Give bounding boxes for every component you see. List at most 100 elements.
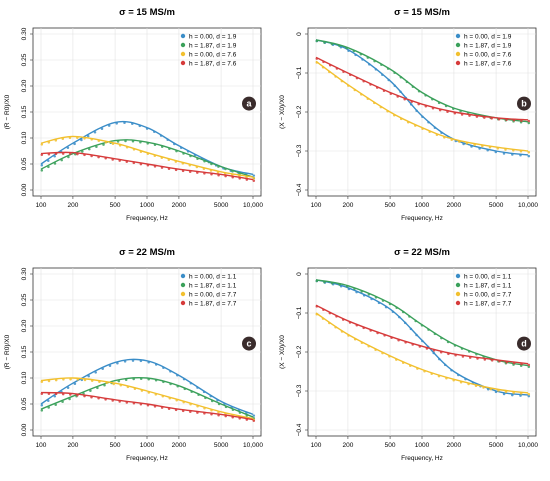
series-point [93, 131, 97, 134]
series-point [104, 398, 107, 401]
series-point [210, 162, 213, 166]
series-point [527, 394, 531, 398]
x-tick-label: 100 [36, 202, 47, 209]
series-point [97, 139, 101, 142]
series-point [404, 341, 407, 344]
legend-marker [455, 282, 461, 288]
series-point [527, 150, 531, 154]
series-point [182, 152, 185, 155]
series-point [362, 80, 365, 83]
y-tick-label: 0 [296, 32, 303, 36]
series-point [381, 351, 384, 355]
series-point [147, 360, 150, 364]
series-point [210, 408, 213, 412]
series-point [411, 85, 415, 88]
series-point [315, 305, 319, 308]
series-point [86, 134, 90, 138]
series-point [373, 101, 376, 105]
series-point [401, 310, 405, 314]
legend-marker [180, 42, 186, 48]
series-point [40, 392, 44, 396]
series-point [252, 176, 256, 180]
x-tick-label: 1000 [415, 442, 430, 449]
series-point [131, 140, 135, 143]
series-point [502, 392, 506, 396]
series-point [68, 397, 71, 401]
series-point [388, 355, 391, 358]
y-axis-label: (X − X0)/X0 [279, 95, 286, 129]
series-point [125, 401, 129, 404]
series-point [417, 90, 421, 93]
series-point [369, 329, 372, 332]
series-point [433, 126, 437, 129]
series-point [432, 349, 436, 352]
series-point [475, 115, 479, 118]
series-point [519, 392, 523, 395]
series-point [159, 134, 163, 137]
legend-label: h = 0.00, d = 7.6 [464, 51, 512, 58]
series-point [160, 145, 164, 148]
panel-badge [517, 336, 531, 351]
series-point [399, 75, 403, 79]
series-point [347, 84, 350, 87]
series-point [494, 390, 498, 394]
series-point [111, 158, 114, 161]
series-point [104, 157, 107, 160]
series-point [189, 382, 193, 385]
series-point [252, 414, 256, 417]
series-point [388, 302, 392, 306]
series-point [367, 293, 371, 296]
series-point [101, 367, 104, 371]
series-point [421, 127, 424, 130]
series-point [181, 409, 185, 413]
series-point [224, 414, 227, 418]
series-point [381, 299, 385, 302]
series-point [415, 109, 418, 112]
series-point [126, 385, 130, 389]
series-point [40, 153, 44, 157]
series-point [168, 396, 172, 400]
series-point [245, 414, 249, 417]
series-point [132, 148, 136, 151]
series-point [47, 159, 50, 163]
series-point [486, 149, 489, 152]
series-point [112, 382, 115, 386]
series-point [238, 411, 242, 414]
series-point [47, 406, 50, 409]
series-point [231, 415, 234, 419]
series-point [125, 146, 129, 149]
panel-d: σ = 22 MS/m 100 200 500 1000 2000 5000 10,000 0 −… [279, 247, 538, 462]
y-tick-label: 0.10 [21, 371, 28, 384]
series-point [53, 162, 57, 165]
legend-marker [180, 282, 186, 288]
series-point [440, 131, 443, 134]
legend-marker [455, 60, 461, 66]
series-point [132, 377, 135, 381]
x-tick-label: 2000 [172, 442, 187, 449]
series-point [245, 418, 249, 421]
series-point [437, 101, 441, 105]
series-point [504, 390, 508, 393]
series-point [527, 119, 531, 123]
series-point [361, 58, 364, 61]
series-point [397, 338, 400, 342]
series-point [154, 363, 158, 366]
series-point [489, 387, 493, 391]
series-point [162, 380, 165, 384]
series-point [231, 170, 234, 173]
series-point [348, 321, 352, 324]
series-point [145, 127, 149, 130]
series-point [424, 94, 427, 97]
y-tick-label: 0.00 [21, 423, 28, 436]
series-point [464, 377, 467, 381]
series-point [482, 386, 485, 389]
series-point [439, 351, 443, 354]
series-point [209, 169, 213, 172]
series-point [386, 67, 390, 70]
y-tick-label: 0.30 [21, 267, 28, 280]
series-point [511, 393, 514, 397]
series-point [139, 402, 143, 406]
legend-label: h = 0.00, d = 7.6 [189, 51, 237, 58]
series-point [462, 142, 465, 146]
series-point [139, 150, 143, 153]
